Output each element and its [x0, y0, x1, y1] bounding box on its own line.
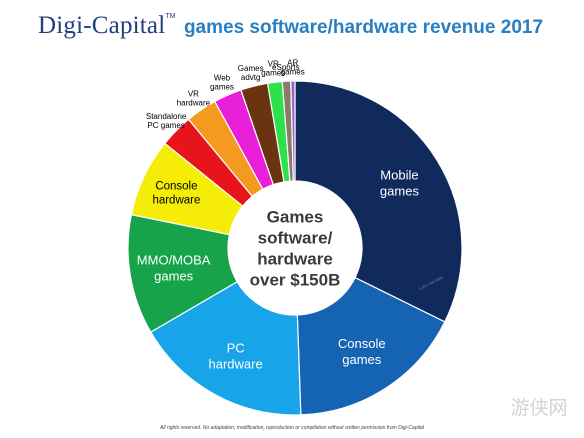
watermark-text: 游侠网 [510, 397, 567, 419]
brand-logo: Digi-Capital [38, 12, 166, 39]
slice-label-games-advtg: Games advtg [238, 64, 264, 82]
brand-trademark: TM [165, 13, 176, 20]
slices-layer [127, 80, 463, 416]
slice-label-pc-hardware: PC hardware [208, 340, 262, 371]
slice-label-console-games: Console games [338, 336, 386, 367]
center-label-line: over $150B [250, 271, 341, 290]
slice-labels-layer: Mobile games Console games PC hardware MMO/MOB… [137, 58, 420, 371]
site-watermark: 游侠网 [510, 397, 567, 419]
header: Digi-CapitalTM games software/hardware r… [38, 12, 543, 42]
center-label: Games software/hardware over $150B [228, 181, 362, 315]
slice-label-ar-games: AR games [281, 58, 305, 76]
copyright-footer: All rights reserved. No adaptation, modi… [159, 425, 424, 431]
slice-label-vr-hardware: VR hardware [177, 90, 211, 108]
slice-label-esports: eSports [272, 63, 300, 72]
slice-label-console-hardware: Console hardware [152, 180, 200, 206]
slice-label-mobile-games: Mobile games [380, 168, 420, 199]
slice-label-vr-games: VR games [261, 60, 285, 78]
donut-hole [228, 181, 362, 315]
slice-label-mmo-moba-games: MMO/MOBA games [137, 253, 211, 284]
chart-title: games software/hardware revenue 2017 [183, 17, 544, 38]
slice-label-standalone-pc-games: Standalone PC games [146, 112, 187, 130]
center-label-line: hardware [257, 250, 333, 269]
center-label-line: Games [267, 208, 324, 227]
center-label-line: software/ [258, 229, 333, 248]
slice-label-web-games: Web games [210, 74, 234, 92]
